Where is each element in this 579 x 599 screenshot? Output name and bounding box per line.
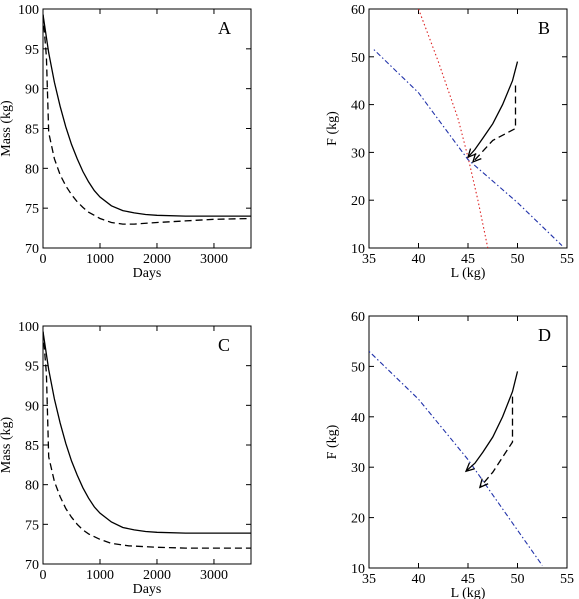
x-tick-label: 35 — [362, 252, 376, 267]
series-line-dotted-blue — [369, 350, 543, 566]
chart-panel-a: 0 1000 2000 3000 70 75 80 85 90 95 100 Days Mass (kg… — [0, 3, 252, 281]
x-tick-label: 40 — [412, 252, 426, 267]
y-tick-label: 10 — [351, 242, 365, 257]
y-tick-label: 70 — [25, 242, 39, 257]
series-line-dashed — [472, 85, 517, 163]
y-tick-label: 20 — [351, 512, 365, 527]
y-tick-label: 60 — [351, 3, 365, 18]
x-axis-label: Days — [133, 582, 162, 597]
y-tick-label: 30 — [351, 146, 365, 161]
y-tick-label: 70 — [25, 558, 39, 573]
y-axis-label: Mass (kg) — [0, 100, 14, 157]
chart-panel-c: 0 1000 2000 3000 70 75 80 85 90 95 100 Days Mass (kg… — [0, 320, 252, 597]
series-line-solid — [465, 371, 519, 472]
y-tick-label: 75 — [25, 518, 39, 533]
x-tick-label: 45 — [461, 252, 475, 267]
x-axis-label: L (kg) — [451, 266, 486, 281]
y-tick-label: 75 — [25, 202, 39, 217]
trajectory-arrowhead — [471, 153, 482, 164]
y-axis-label: F (kg) — [325, 111, 340, 146]
trajectory-arrowhead — [478, 478, 489, 489]
x-tick-label: 3000 — [200, 568, 228, 583]
series-line-solid — [43, 331, 251, 534]
y-tick-label: 30 — [351, 461, 365, 476]
x-tick-label: 0 — [40, 568, 47, 583]
panel-letter: A — [218, 18, 231, 38]
y-tick-label: 95 — [25, 43, 39, 58]
chart-panel-b: 35 40 45 50 55 10 20 30 40 50 60 L (kg) F (kg) B — [325, 3, 574, 281]
plot-frame — [368, 8, 568, 249]
y-tick-label: 85 — [25, 439, 39, 454]
x-tick-label: 35 — [362, 572, 376, 587]
panel-letter: B — [538, 18, 550, 38]
x-tick-label: 2000 — [143, 252, 171, 267]
x-tick-label: 40 — [412, 572, 426, 587]
series-line-dotted-red — [417, 9, 489, 248]
y-tick-label: 90 — [25, 83, 39, 98]
y-axis-label: F (kg) — [325, 424, 340, 459]
y-tick-label: 100 — [18, 3, 39, 18]
series-line-dashed — [43, 14, 251, 225]
x-tick-label: 1000 — [86, 252, 114, 267]
x-tick-label: 50 — [511, 572, 525, 587]
y-tick-label: 100 — [18, 320, 39, 335]
x-tick-label: 0 — [40, 252, 47, 267]
x-axis-label: L (kg) — [451, 586, 486, 599]
y-axis-label: Mass (kg) — [0, 416, 14, 473]
x-tick-label: 1000 — [86, 568, 114, 583]
series-line-solid — [43, 14, 251, 217]
y-tick-label: 50 — [351, 51, 365, 66]
y-tick-label: 90 — [25, 399, 39, 414]
x-tick-label: 3000 — [200, 252, 228, 267]
x-tick-label: 2000 — [143, 568, 171, 583]
plot-frame — [42, 8, 252, 249]
trajectory-arrowhead — [464, 462, 475, 473]
y-tick-label: 85 — [25, 123, 39, 138]
y-tick-label: 20 — [351, 194, 365, 209]
y-tick-label: 40 — [351, 99, 365, 114]
y-tick-label: 80 — [25, 479, 39, 494]
x-tick-label: 55 — [560, 252, 574, 267]
y-tick-label: 50 — [351, 360, 365, 375]
y-tick-label: 60 — [351, 310, 365, 325]
trajectory-arrowhead — [466, 148, 477, 159]
x-tick-label: 45 — [461, 572, 475, 587]
series-line-dotted-blue — [373, 49, 563, 246]
x-axis-label: Days — [133, 266, 162, 281]
x-tick-label: 50 — [511, 252, 525, 267]
y-tick-label: 10 — [351, 562, 365, 577]
plot-frame — [42, 325, 252, 565]
panel-letter: C — [218, 335, 230, 355]
series-line-solid — [467, 61, 519, 158]
y-tick-label: 40 — [351, 411, 365, 426]
y-tick-label: 80 — [25, 162, 39, 177]
y-tick-label: 95 — [25, 360, 39, 375]
series-line-dashed — [479, 396, 514, 488]
panel-letter: D — [538, 325, 551, 345]
series-line-dashed — [43, 331, 251, 549]
chart-panel-d: 35 40 45 50 55 10 20 30 40 50 60 L (kg) F (kg) D — [325, 310, 574, 599]
x-tick-label: 55 — [560, 572, 574, 587]
plot-frame — [368, 315, 568, 569]
